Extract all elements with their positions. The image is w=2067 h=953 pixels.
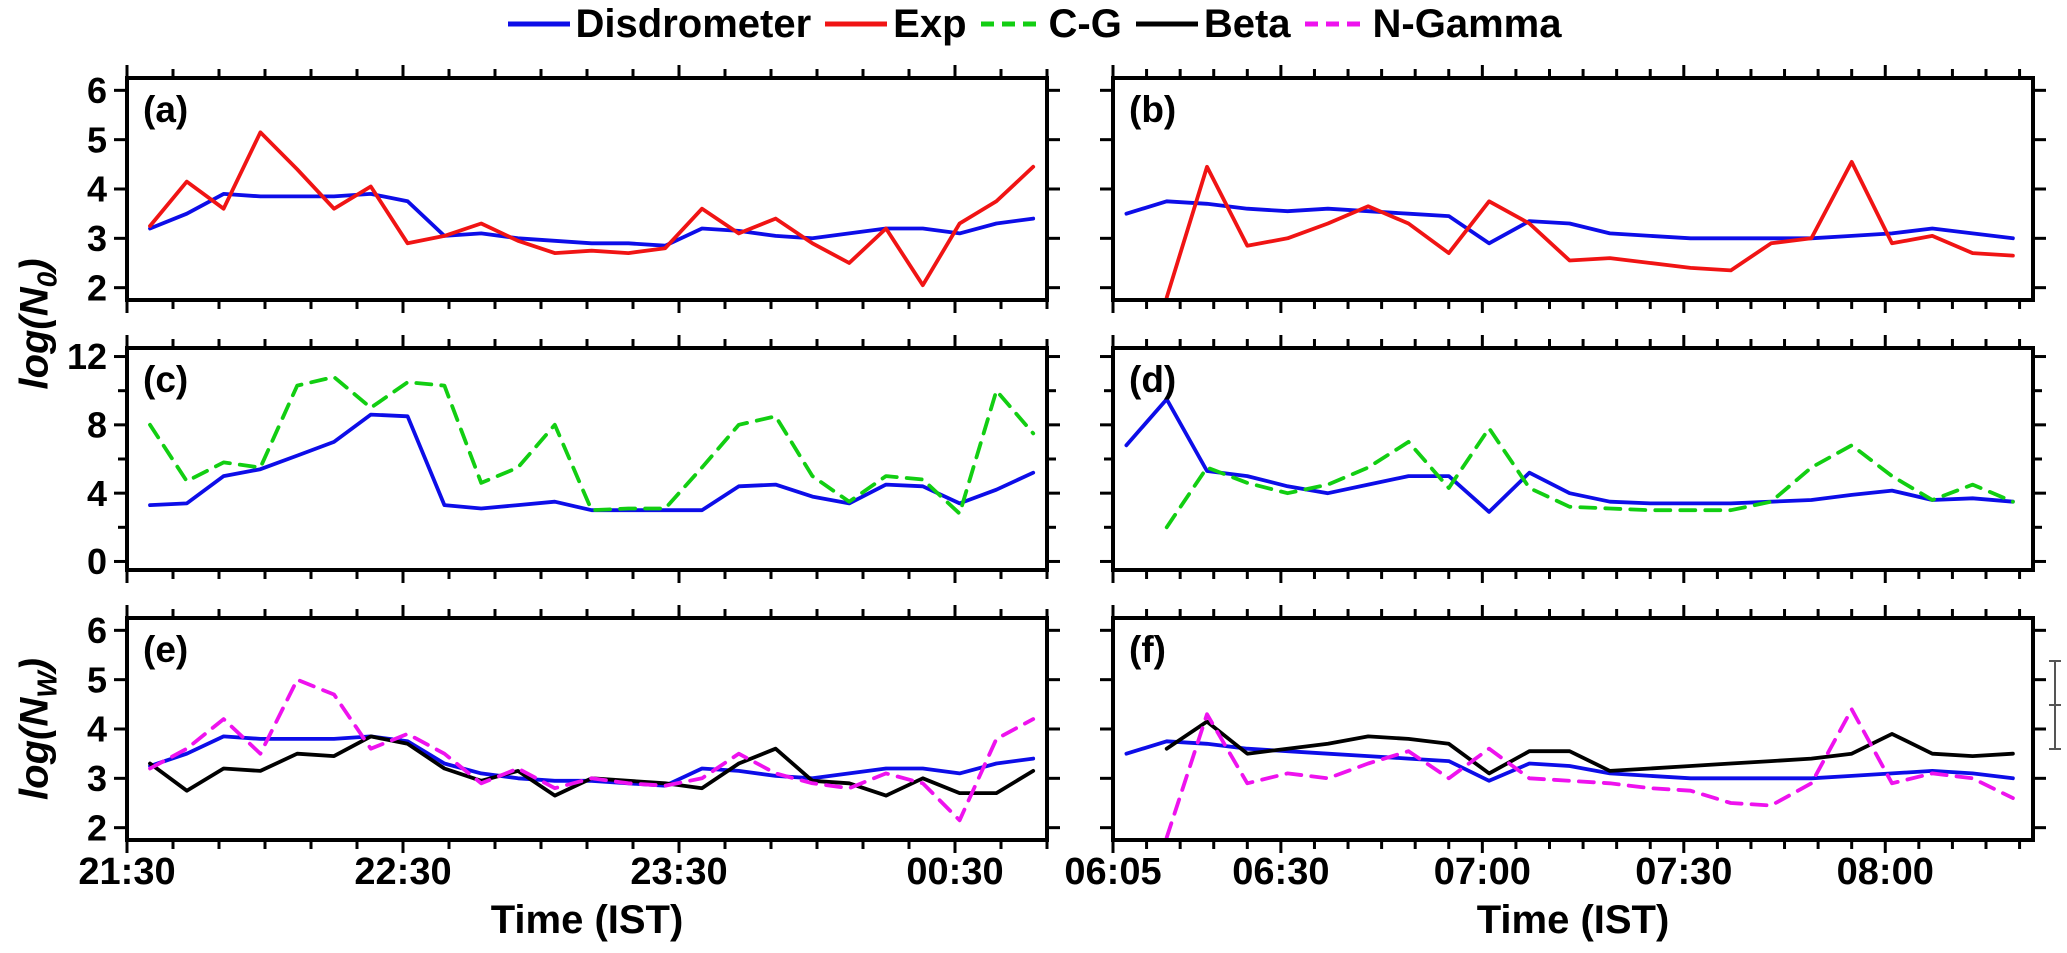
legend-line-sample-exp [825,21,888,27]
y-tick-label: 6 [87,70,107,111]
x-tick-label: 00:30 [906,851,1003,893]
legend-item-beta: Beta [1134,4,1291,44]
y-tick-label: 3 [87,758,107,799]
x-tick-label: 06:05 [1064,851,1161,893]
panel-c: 0 4 8 12 (c) [67,335,1060,583]
panel-letter-a: (a) [143,89,188,130]
legend-label: C-G [1048,2,1122,46]
axes-box [1111,346,2035,572]
panel-d: (d) [1100,335,2046,583]
series-e-n-gamma [148,677,1036,823]
axes-box [125,76,1049,302]
panel-letter-e: (e) [143,629,188,670]
y-tick-label: 12 [67,336,107,377]
y-tick-label: 5 [87,659,107,700]
panel-c-plot: 0 4 8 12 (c) [67,335,1060,583]
legend-line-sample-c-g [980,21,1043,27]
x-tick-label: 07:00 [1434,851,1531,893]
series-d-c-g [1164,426,2015,530]
ylabel-text: ) [12,658,57,672]
axes-box [125,346,1049,572]
ylabel-subscript: 0 [31,271,63,288]
y-tick-label: 4 [87,169,107,210]
panel-a: 2 3 4 5 6 (a) [87,65,1060,313]
legend-line-sample-disdrometer [507,21,570,27]
y-tick-label: 2 [87,267,107,308]
right-edge-artifact [2049,660,2061,750]
y-tick-label: 4 [87,473,107,514]
ylabel-subscript: W [31,671,63,698]
tick-marks [114,605,1060,853]
legend-item-n-gamma: N-Gamma [1303,2,1562,46]
x-tick-label: 08:00 [1837,851,1934,893]
legend-line-sample-n-gamma [1304,21,1367,27]
y-axis-label-logNW: log(NW) [13,658,64,800]
legend-line-sample-beta [1135,21,1198,27]
series-f-n-gamma [1164,707,2015,840]
x-tick-label: 21:30 [78,851,175,893]
series-e-beta [148,734,1036,798]
series-a-disdrometer [148,192,1036,248]
y-tick-label: 2 [87,807,107,848]
y-axis-label-logN0: log(N0) [13,258,64,389]
x-tick-label: 07:30 [1635,851,1732,893]
legend-label: Disdrometer [575,2,812,46]
x-tick-label: 06:30 [1232,851,1329,893]
axes-box [1111,616,2035,842]
ylabel-text: ) [12,258,57,272]
x-axis-label-right: Time (IST) [1476,898,1670,942]
x-axis-label-left: Time (IST) [490,898,684,942]
legend-item-exp: Exp [823,2,967,46]
series-e-disdrometer [148,734,1036,788]
legend-label: N-Gamma [1372,2,1562,46]
panel-letter-f: (f) [1129,629,1166,670]
panel-d-plot: (d) [1100,335,2046,583]
tick-marks [114,335,1060,583]
panel-a-plot: 2 3 4 5 6 (a) [87,65,1060,313]
series-b-disdrometer [1124,199,2015,246]
tick-marks [1100,65,2046,313]
legend-label: Beta [1203,2,1291,46]
series-c-disdrometer [148,412,1036,513]
series-b-exp [1164,160,2015,300]
x-tick-label: 23:30 [630,851,727,893]
y-tick-label: 0 [87,541,107,582]
panel-b-plot: (b) [1100,65,2046,313]
legend: Disdrometer Exp C-G Beta N-Gamma [0,4,2067,44]
series-a-exp [148,130,1036,288]
axes-box [125,616,1049,842]
panel-letter-c: (c) [143,359,188,400]
panel-f: 06:05 06:30 07:00 07:30 08:00 (f) [1064,605,2046,893]
y-tick-label: 8 [87,404,107,445]
y-tick-label: 5 [87,119,107,160]
legend-label: Exp [893,2,967,46]
ylabel-text: log(N [12,287,57,390]
panel-e: 2 3 4 5 6 21:30 22:30 23:30 00:30 (e) [78,605,1060,893]
panel-e-plot: 2 3 4 5 6 21:30 22:30 23:30 00:30 (e) [78,605,1060,893]
series-f-beta [1164,719,2015,776]
series-d-disdrometer [1124,397,2015,514]
tick-marks [1100,335,2046,583]
panel-letter-d: (d) [1129,359,1176,400]
y-tick-label: 3 [87,218,107,259]
tick-marks [1100,605,2046,853]
series-c-c-g [148,375,1036,516]
panel-letter-b: (b) [1129,89,1176,130]
legend-item-disdrometer: Disdrometer [506,2,812,46]
panel-b: (b) [1100,65,2046,313]
ylabel-text: log(N [12,697,57,800]
axes-box [1111,76,2035,302]
y-tick-label: 6 [87,610,107,651]
legend-item-c-g: C-G [979,4,1122,44]
x-tick-label: 22:30 [354,851,451,893]
panel-f-plot: 06:05 06:30 07:00 07:30 08:00 (f) [1064,605,2046,893]
y-tick-label: 4 [87,709,107,750]
